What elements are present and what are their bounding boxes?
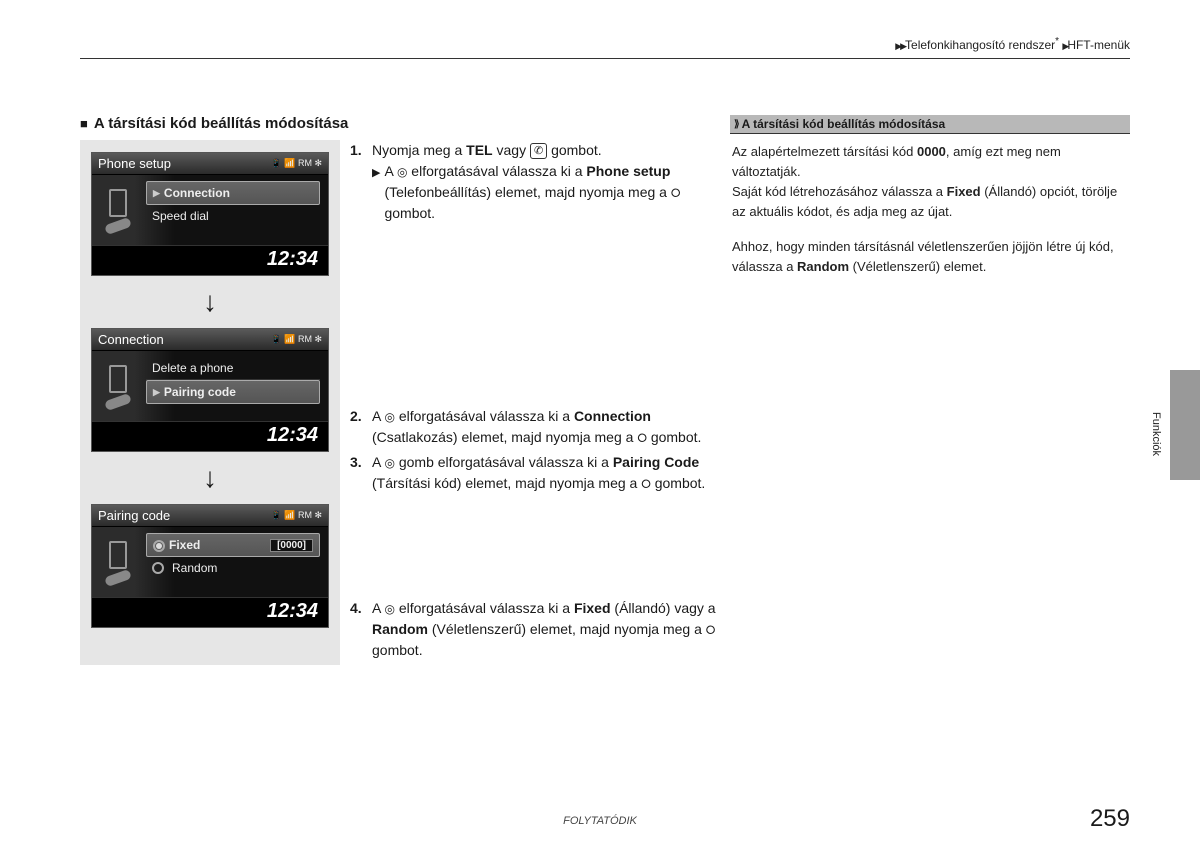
edge-tab-label: Funkciók <box>1150 412 1162 456</box>
sidebar-p1: Az alapértelmezett társítási kód 0000, a… <box>732 142 1128 223</box>
screen-phone-setup: Phone setup 📱 📶 RM ✻ ▶Connection Speed d… <box>91 152 329 276</box>
breadcrumb: ▶▶Telefonkihangosító rendszer* ▶HFT-menü… <box>895 36 1130 52</box>
step-4: 4. A ◎ elforgatásával válassza ki a Fixe… <box>350 598 720 661</box>
screen-pairing-code: Pairing code 📱 📶 RM ✻ Fixed <box>91 504 329 628</box>
footer-continue: FOLYTATÓDIK <box>563 815 637 827</box>
screen1-title: Phone setup <box>98 156 171 171</box>
step-3: 3. A ◎ gomb elforgatásával válassza ki a… <box>350 452 720 494</box>
wrench-icon <box>104 217 132 235</box>
sidebar-header: ⟫A társítási kód beállítás módosítása <box>730 115 1130 134</box>
pairing-code-value: [0000] <box>270 539 313 552</box>
screen3-title: Pairing code <box>98 508 170 523</box>
phone-icon <box>109 189 127 217</box>
info-sidebar: ⟫A társítási kód beállítás módosítása Az… <box>720 115 1130 807</box>
push-icon: ⭘ <box>671 184 681 202</box>
menu-delete-phone: Delete a phone <box>146 357 320 380</box>
page-number: 259 <box>1090 805 1130 833</box>
menu-pairing-code: ▶Pairing code <box>146 380 320 404</box>
option-fixed: Fixed [0000] <box>146 533 320 557</box>
screen2-title: Connection <box>98 332 164 347</box>
breadcrumb-part1: Telefonkihangosító rendszer <box>905 38 1055 52</box>
breadcrumb-part2: HFT-menük <box>1067 38 1130 52</box>
section-title: ■A társítási kód beállítás módosítása <box>80 115 720 132</box>
screen1-time: 12:34 <box>92 245 328 275</box>
arrow-down-icon: ↓ <box>90 464 330 492</box>
status-icons: 📱 📶 RM ✻ <box>271 158 322 169</box>
step-2: 2. A ◎ elforgatásával válassza ki a Conn… <box>350 406 720 448</box>
phone-button-icon: ✆ <box>530 143 547 159</box>
screen-connection: Connection 📱 📶 RM ✻ Delete a phone ▶Pair… <box>91 328 329 452</box>
screens-panel: Phone setup 📱 📶 RM ✻ ▶Connection Speed d… <box>80 140 340 665</box>
step-1: 1. Nyomja meg a TEL vagy ✆ gombot. ▶ A ◎… <box>350 140 720 224</box>
instructions-column: 1. Nyomja meg a TEL vagy ✆ gombot. ▶ A ◎… <box>340 140 720 665</box>
menu-speed-dial: Speed dial <box>146 205 320 227</box>
menu-connection: ▶Connection <box>146 181 320 205</box>
sidebar-p2: Ahhoz, hogy minden társításnál véletlens… <box>732 237 1128 277</box>
option-random: Random <box>146 557 320 579</box>
arrow-down-icon: ↓ <box>90 288 330 316</box>
section-edge-tab <box>1170 370 1200 480</box>
dial-icon: ◎ <box>397 163 407 181</box>
